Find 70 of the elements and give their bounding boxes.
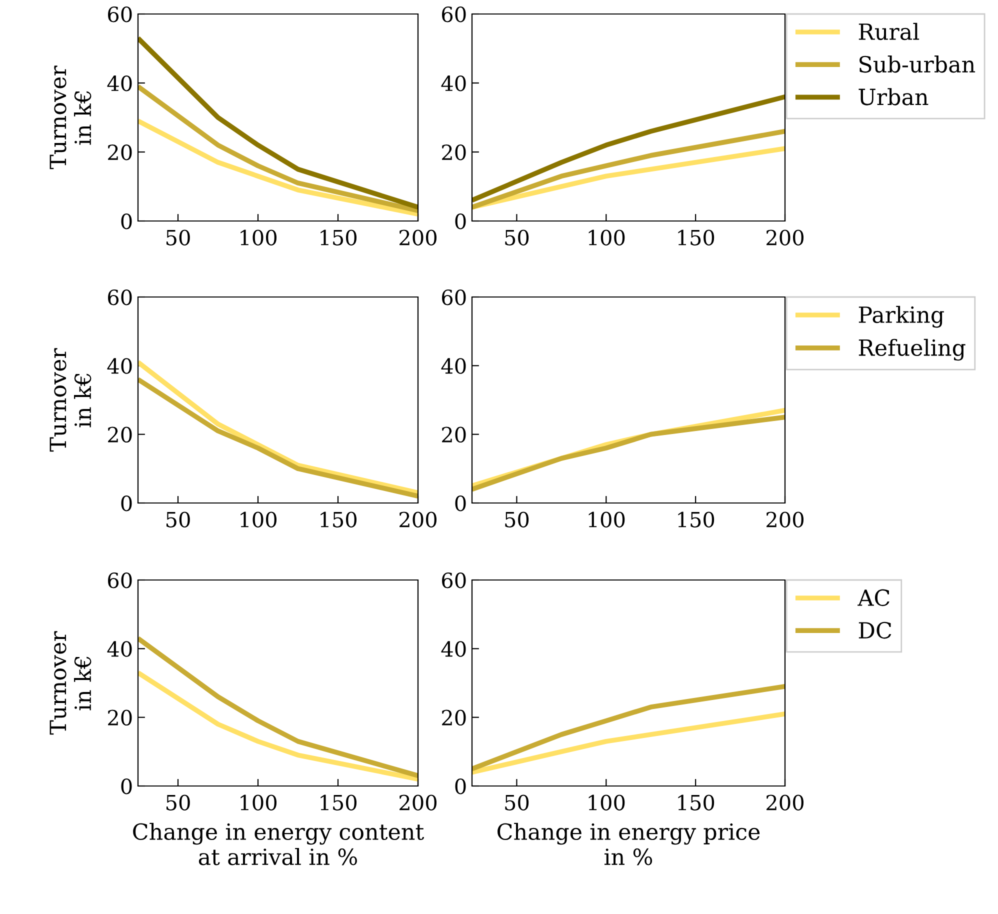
line-series — [472, 684, 785, 772]
y-tick-label: 40 — [441, 358, 466, 374]
x-tick-label: 100 — [588, 230, 625, 246]
y-tick-label: 0 — [455, 778, 466, 794]
legend-label: DC — [858, 622, 892, 639]
y-tick-label: 20 — [108, 426, 132, 443]
x-tick-label: 200 — [766, 512, 804, 528]
x-tick-label: 150 — [678, 794, 714, 810]
y-tick-label: 40 — [107, 641, 132, 657]
legend-label: Urban — [858, 88, 928, 106]
y-tick-label: 20 — [108, 710, 132, 726]
line-series — [472, 94, 785, 203]
x-axis-title: Change in energy content at arrival in % — [133, 822, 424, 866]
x-tick-label: 150 — [678, 512, 714, 528]
line-series — [138, 670, 418, 782]
x-tick-label: 200 — [766, 794, 804, 810]
y-tick-label: 60 — [442, 572, 466, 588]
y-tick-label: 60 — [108, 289, 132, 306]
x-tick-label: 50 — [166, 512, 190, 528]
legend-label: AC — [858, 589, 890, 606]
x-tick-label: 50 — [505, 794, 529, 810]
line-series — [138, 84, 418, 214]
y-tick-label: 40 — [107, 75, 132, 92]
line-series — [138, 636, 418, 778]
y-tick-label: 0 — [121, 213, 132, 230]
x-tick-label: 100 — [588, 512, 625, 528]
y-axis-title: Turnover in k€ — [50, 66, 92, 170]
x-tick-label: 200 — [400, 512, 436, 528]
legend-label: Rural — [858, 22, 920, 40]
line-series — [138, 118, 418, 217]
y-tick-label: 20 — [442, 710, 466, 726]
y-axis-title: Turnover in k€ — [50, 348, 92, 452]
y-tick-label: 60 — [442, 6, 466, 22]
y-tick-label: 0 — [455, 213, 466, 230]
x-axis-title: Change in energy price in % — [498, 822, 760, 866]
legend-label: Refueling — [858, 338, 966, 361]
x-tick-label: 100 — [240, 512, 276, 528]
x-tick-label: 150 — [320, 512, 356, 528]
y-tick-label: 0 — [121, 778, 132, 794]
legend-label: Sub-urban — [860, 56, 976, 73]
line-series — [138, 36, 418, 210]
x-tick-label: 200 — [400, 794, 436, 810]
x-tick-label: 200 — [400, 230, 436, 246]
line-series — [472, 128, 785, 210]
y-tick-label: 20 — [442, 426, 466, 443]
x-tick-label: 150 — [320, 794, 356, 810]
y-tick-label: 60 — [108, 572, 132, 588]
x-tick-label: 100 — [588, 794, 625, 810]
legend-label: Parking — [858, 306, 944, 328]
x-tick-label: 100 — [240, 794, 276, 810]
x-tick-label: 50 — [505, 230, 529, 246]
y-tick-label: 40 — [107, 358, 132, 374]
x-tick-label: 50 — [166, 230, 190, 246]
x-tick-label: 150 — [678, 230, 714, 246]
line-series — [472, 146, 785, 210]
x-tick-label: 200 — [766, 230, 804, 246]
y-tick-label: 20 — [442, 144, 466, 160]
y-tick-label: 0 — [455, 495, 466, 512]
line-series — [472, 711, 785, 775]
x-tick-label: 150 — [320, 230, 356, 246]
y-tick-label: 60 — [108, 6, 132, 22]
x-tick-label: 50 — [166, 794, 190, 810]
x-tick-label: 100 — [240, 230, 276, 246]
y-tick-label: 40 — [441, 641, 466, 657]
x-tick-label: 50 — [505, 512, 529, 528]
y-axis-title: Turnover in k€ — [50, 631, 92, 735]
y-tick-label: 0 — [121, 495, 132, 512]
y-tick-label: 40 — [441, 75, 466, 92]
y-tick-label: 60 — [442, 289, 466, 306]
y-tick-label: 20 — [108, 144, 132, 160]
